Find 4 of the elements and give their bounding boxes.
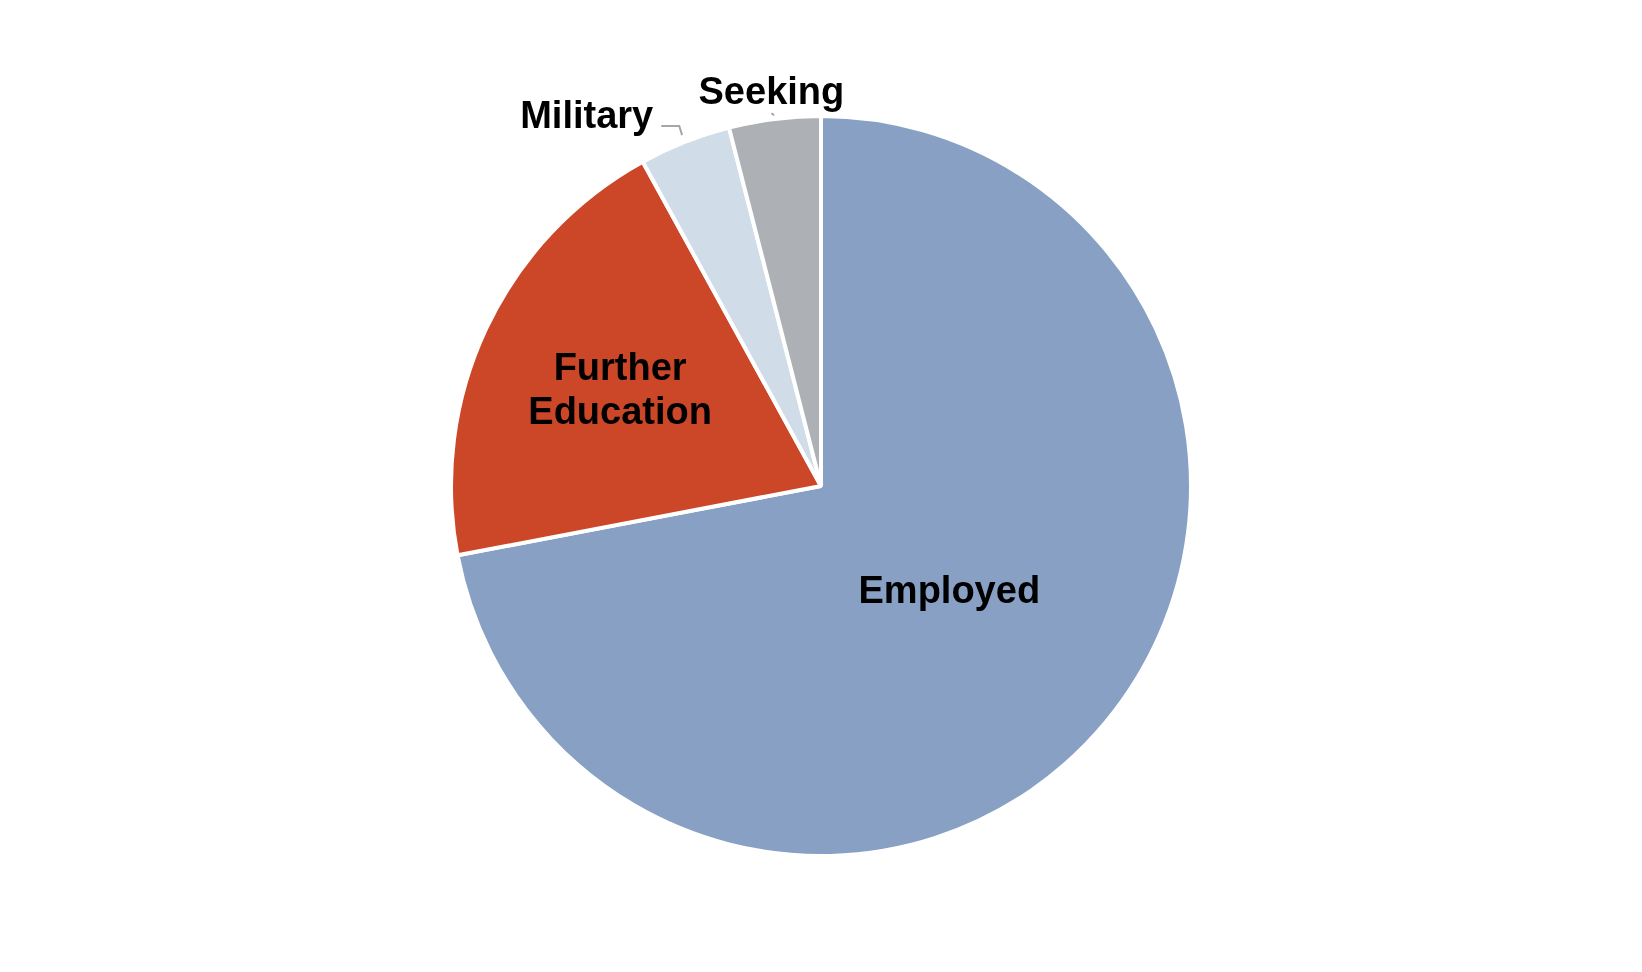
slice-label: Further Education bbox=[528, 345, 712, 432]
slice-label: Military bbox=[520, 94, 654, 137]
slice-label: Seeking bbox=[698, 69, 845, 112]
slice-label: Employed bbox=[858, 568, 1041, 611]
